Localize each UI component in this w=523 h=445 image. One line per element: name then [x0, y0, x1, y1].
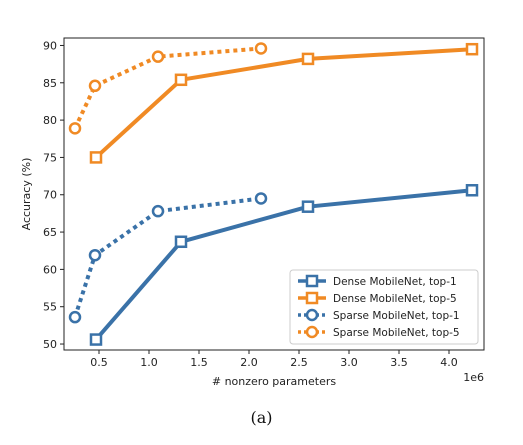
x-tick-label: 3.5	[390, 356, 408, 369]
y-tick-label: 50	[43, 338, 57, 351]
data-point-square	[301, 52, 315, 66]
x-axis-multiplier-label: 1e6	[463, 371, 484, 384]
data-point-circle	[254, 192, 268, 205]
series-dense-mobilenet-top-5	[89, 42, 479, 164]
data-point-square	[465, 184, 479, 197]
data-point-square	[174, 235, 188, 249]
plot-area	[68, 42, 479, 346]
data-point-square	[174, 73, 188, 87]
legend-label: Dense MobileNet, top-5	[333, 293, 457, 305]
data-point-circle	[68, 122, 82, 135]
figure-caption: (a)	[250, 408, 273, 427]
y-tick-label: 70	[43, 189, 57, 202]
y-tick-label: 75	[43, 151, 57, 164]
x-axis-label: # nonzero parameters	[212, 375, 337, 388]
y-tick-label: 85	[43, 77, 57, 90]
data-point-square	[89, 151, 103, 164]
plot-frame	[63, 37, 485, 351]
legend-marker-square	[305, 291, 319, 305]
legend-item: Sparse MobileNet, top-1	[298, 308, 460, 322]
data-point-square	[465, 42, 479, 56]
legend-item: Dense MobileNet, top-1	[298, 274, 457, 288]
series-line	[94, 47, 473, 159]
legend-marker-circle	[305, 308, 319, 322]
legend-item: Sparse MobileNet, top-5	[298, 325, 460, 339]
x-tick-label: 1.5	[190, 356, 208, 369]
series-line	[73, 46, 262, 130]
data-point-square	[89, 333, 103, 346]
y-tick-label: 65	[43, 226, 57, 239]
data-point-square	[301, 200, 315, 213]
x-tick-label: 4.0	[440, 356, 458, 369]
legend-label: Dense MobileNet, top-1	[333, 276, 457, 288]
series-line	[73, 196, 262, 318]
data-point-circle	[254, 42, 268, 55]
x-tick-label: 0.5	[90, 356, 108, 369]
y-tick-label: 80	[43, 114, 57, 127]
legend-label: Sparse MobileNet, top-5	[333, 327, 460, 339]
data-point-circle	[88, 248, 102, 262]
series-line	[94, 188, 473, 341]
x-tick-label: 3.0	[340, 356, 358, 369]
legend-marker-circle	[305, 325, 319, 339]
series-sparse-mobilenet-top-1	[68, 192, 268, 324]
y-tick-label: 60	[43, 263, 57, 276]
x-tick-label: 2.5	[290, 356, 308, 369]
legend-item: Dense MobileNet, top-5	[298, 291, 457, 305]
series-sparse-mobilenet-top-5	[68, 42, 268, 135]
legend: Dense MobileNet, top-1 Dense MobileNet, t…	[289, 269, 479, 345]
y-tick-label: 90	[43, 39, 57, 52]
legend-box	[289, 269, 479, 345]
axes: 0.5 1.0 1.5 2.0 2.5 3.0 3.5 4.0 50 55 60 65 70 75 80 85…	[43, 37, 485, 369]
accuracy-vs-parameters-chart: 0.5 1.0 1.5 2.0 2.5 3.0 3.5 4.0 50 55 60 65 70 75 80 85…	[20, 37, 485, 388]
x-tick-label: 2.0	[240, 356, 258, 369]
data-point-circle	[151, 204, 165, 218]
y-axis-label: Accuracy (%)	[20, 158, 33, 231]
data-point-circle	[88, 79, 102, 93]
legend-label: Sparse MobileNet, top-1	[333, 310, 460, 322]
data-point-circle	[68, 310, 82, 324]
legend-marker-square	[305, 274, 319, 288]
x-tick-label: 1.0	[140, 356, 158, 369]
series-dense-mobilenet-top-1	[89, 184, 479, 346]
y-tick-label: 55	[43, 301, 57, 314]
data-point-circle	[151, 50, 165, 63]
